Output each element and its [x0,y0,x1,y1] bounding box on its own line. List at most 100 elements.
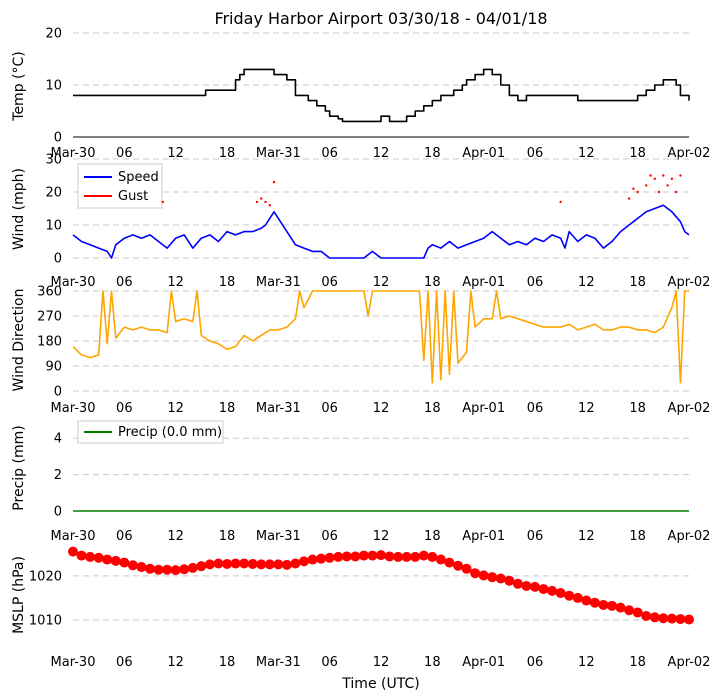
mslp-point [641,610,652,621]
mslp-point [598,599,609,610]
mslp-point [316,553,327,564]
x-tick-label: Mar-31 [256,401,301,416]
x-tick-label: Apr-02 [668,146,711,161]
y-tick-label: 0 [54,252,62,267]
y-tick-label: 20 [45,186,62,201]
x-tick-label: 12 [373,146,390,161]
precip-panel: Precip (mm) Precip (0.0 mm) 0 2 4 Mar-30 06 1… [11,420,710,544]
mslp-point [581,595,592,606]
x-tick-label: Apr-02 [668,401,711,416]
x-tick-label: Mar-30 [51,655,96,670]
gust-point [627,197,631,200]
mslp-point [530,581,540,592]
mslp-point [418,550,429,561]
mslp-point [547,585,558,596]
mslp-point [624,605,635,616]
mslp-point [487,572,498,583]
mslp-point [239,558,250,569]
wind-direction-panel: Wind Direction 0 90 180 270 360 Mar-30 06 12 18 M… [11,285,710,417]
gust-point [268,204,271,207]
mslp-point [68,546,78,557]
mslp-point [153,564,164,575]
x-tick-label: 12 [167,146,184,161]
mslp-point [675,614,686,625]
gust-point [264,200,267,204]
x-tick-label: 06 [116,275,133,290]
mslp-point [213,558,224,569]
x-tick-label: 12 [167,529,184,544]
x-tick-label: Mar-30 [51,146,96,161]
mslp-point [521,581,532,592]
mslp-point [102,554,113,565]
legend-gust-label: Gust [118,189,148,204]
gust-point [649,174,652,177]
x-tick-label: Mar-31 [256,655,301,670]
mslp-point [376,550,386,561]
gust-point [666,184,669,187]
mslp-point [658,613,669,624]
x-tick-label: 18 [424,529,441,544]
x-tick-label: Apr-02 [668,655,711,670]
mslp-point [76,550,87,561]
x-tick-label: Apr-01 [462,655,505,670]
y-tick-label: 0 [54,131,62,146]
mslp-point [632,607,643,618]
legend-speed-label: Speed [118,170,159,185]
x-tick-label: Mar-30 [51,401,96,416]
mslp-point [93,552,104,563]
y-tick-label: 20 [45,27,62,42]
x-tick-label: 18 [424,401,441,416]
gust-point [674,190,678,194]
x-tick-label: 18 [629,275,646,290]
mslp-point [666,613,677,624]
x-tick-label: 18 [219,401,236,416]
gust-point [657,190,661,194]
mslp-point [170,565,181,576]
mslp-point [589,597,600,608]
mslp-point [615,602,626,613]
precip-legend-box [77,420,224,444]
mslp-point [410,551,421,562]
gust-point [632,187,635,190]
mslp-point [145,563,155,574]
x-tick-label: Mar-31 [256,275,301,290]
precip-axis-label: Precip (mm) [11,425,27,510]
mslp-point [324,552,335,563]
x-tick-label: 18 [629,655,646,670]
wind-legend: Speed Gust [77,163,163,209]
x-tick-label: 06 [527,146,544,161]
gust-point [653,177,656,180]
mslp-axis-label: MSLP (hPa) [11,556,27,634]
x-tick-label: 18 [219,146,236,161]
mslp-point [222,558,232,569]
x-tick-label: 12 [373,275,390,290]
x-tick-label: Apr-01 [462,146,505,161]
legend-precip-label: Precip (0.0 mm) [118,425,222,440]
mslp-point [358,550,369,561]
x-tick-label: 06 [321,529,338,544]
wind-direction-axis-label: Wind Direction [11,289,27,392]
x-tick-label: 12 [578,146,595,161]
mslp-point [204,559,215,570]
mslp-point [247,558,258,569]
wind-speed-panel: Wind (mph) Speed Gust 0 10 20 30 Mar-30 06 12 1… [11,153,710,291]
x-tick-label: Mar-31 [256,529,301,544]
mslp-point [264,559,275,570]
y-tick-label: 4 [54,432,62,447]
wind-speed-axis-label: Wind (mph) [11,168,27,250]
mslp-point [684,614,694,625]
mslp-point [555,588,566,599]
x-tick-label: 06 [527,401,544,416]
mslp-point [564,590,575,601]
y-tick-label: 10 [45,79,62,94]
x-axis-label: Time (UTC) [341,676,419,692]
mslp-point [607,600,617,611]
y-tick-label: 270 [37,310,62,325]
x-tick-label: 06 [321,401,338,416]
mslp-point [393,551,404,562]
mslp-point [444,557,455,568]
mslp-point [649,612,660,623]
mslp-point [196,561,207,572]
gust-point [260,197,263,200]
mslp-point [512,578,523,589]
